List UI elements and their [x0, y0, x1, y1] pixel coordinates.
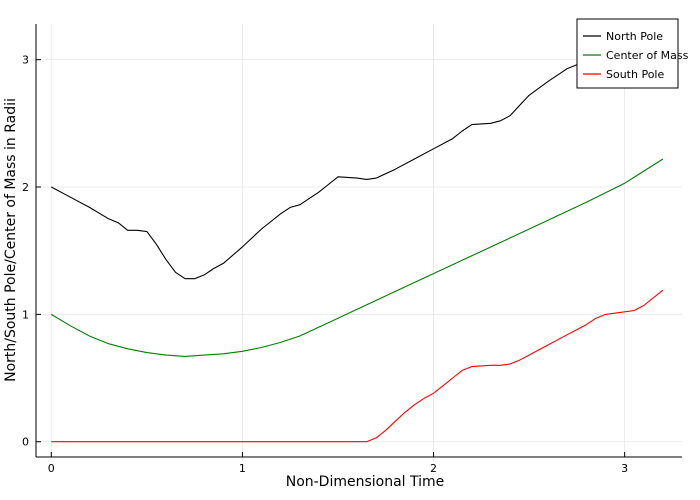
y-tick-label: 3: [22, 54, 29, 67]
series-lines: [51, 64, 664, 443]
y-tick-label: 1: [22, 308, 29, 321]
axes: [35, 24, 682, 458]
x-tick-label: 3: [621, 462, 628, 475]
x-axis-title: Non-Dimensional Time: [286, 474, 445, 490]
series-line-south-pole: [51, 289, 664, 443]
tick-labels: 0 1 2 3 0 1 2 3: [22, 54, 628, 475]
y-tick-label: 2: [22, 181, 29, 194]
x-tick-label: 0: [48, 462, 55, 475]
grid-lines: [36, 24, 682, 457]
legend-label-south-pole: South Pole: [606, 68, 664, 81]
legend-label-north-pole: North Pole: [606, 30, 663, 43]
series-line-center-of-mass: [51, 158, 664, 357]
y-tick-label: 0: [22, 436, 29, 449]
y-axis-title: North/South Pole/Center of Mass in Radii: [3, 98, 19, 382]
x-tick-label: 2: [430, 462, 437, 475]
legend-box: [576, 18, 679, 89]
legend-label-center-of-mass: Center of Mass: [606, 49, 689, 62]
legend: North Pole Center of Mass South Pole: [576, 18, 689, 89]
series-line-north-pole: [51, 64, 578, 280]
x-tick-label: 1: [239, 462, 246, 475]
